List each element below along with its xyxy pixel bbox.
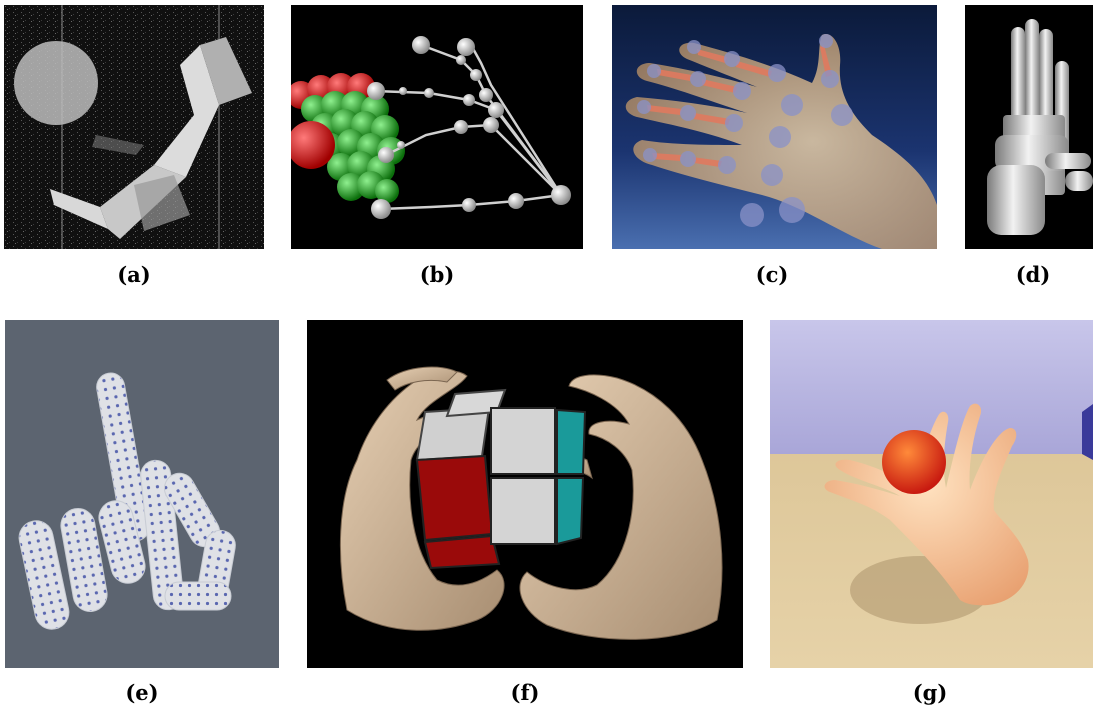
panel-d-image [965,5,1093,249]
panel-f-caption: (f) [510,680,540,705]
panel-b-caption: (b) [419,262,455,287]
panel-f-image [307,320,743,668]
panel-e-image [5,320,279,668]
dotted-fingers [18,372,236,630]
rubiks-cube [415,388,587,570]
cylinder-hand [987,19,1093,235]
hand-segment [50,189,108,229]
panel-e-caption: (e) [125,680,159,705]
virtual-hand [824,403,1029,606]
panel-d-caption: (d) [1015,262,1051,287]
panel-g-image [770,320,1093,668]
panel-c-caption: (c) [755,262,789,287]
panel-c-image [612,5,937,249]
panel-a-caption: (a) [117,262,151,287]
bones [647,45,832,167]
panel-b-image [291,5,583,249]
panel-a-image [4,5,264,249]
target-circle [14,41,98,125]
red-ball [882,430,946,494]
panel-g-caption: (g) [912,680,948,705]
